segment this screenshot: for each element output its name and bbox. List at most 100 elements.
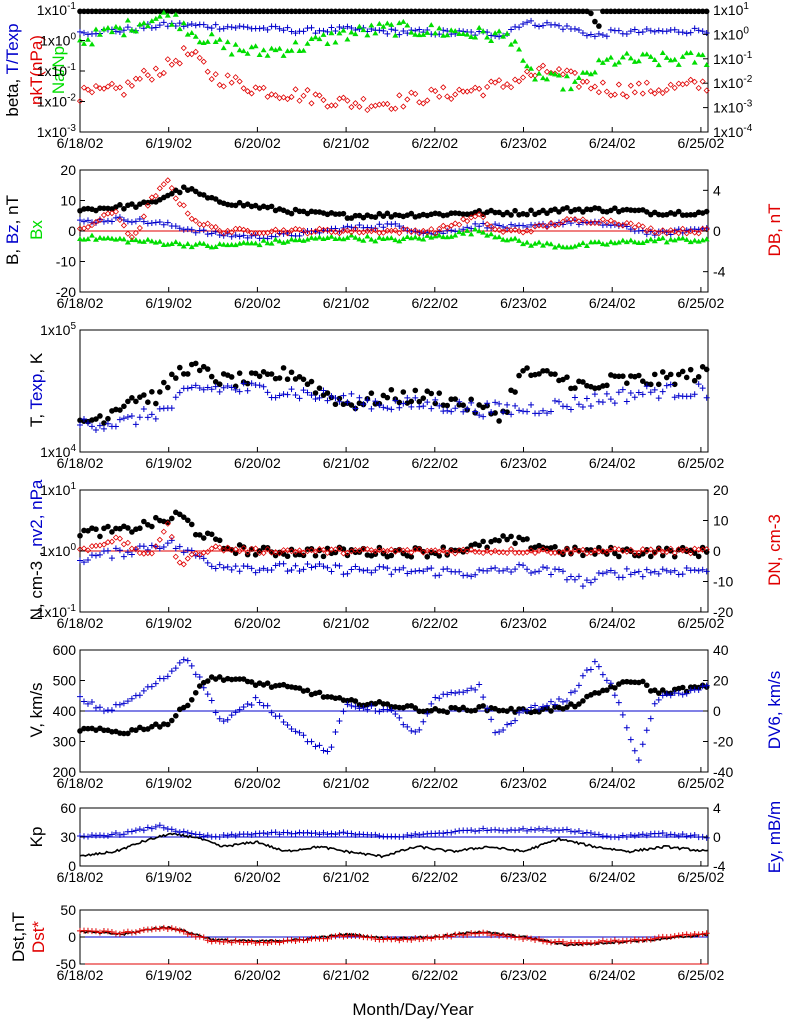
data-point (679, 368, 686, 375)
data-point (180, 8, 187, 15)
data-point (532, 826, 539, 833)
data-point (683, 546, 690, 553)
data-point (563, 697, 570, 704)
data-point (492, 410, 498, 416)
data-point (368, 8, 375, 15)
data-point (96, 31, 103, 37)
data-point (388, 406, 395, 413)
ytick-label-left: 0 (68, 223, 76, 239)
data-point (575, 27, 582, 34)
data-point (312, 830, 319, 837)
ytick-label-right: 1x10-1 (713, 50, 753, 67)
data-point (591, 33, 598, 40)
data-point (679, 931, 686, 938)
data-point (615, 699, 622, 706)
data-point (220, 8, 227, 15)
data-point (492, 79, 499, 86)
data-point (125, 8, 131, 15)
data-point (316, 831, 323, 838)
data-point (100, 26, 107, 32)
data-point (404, 96, 411, 103)
ytick-label-left: -10 (56, 254, 76, 270)
data-point (208, 31, 215, 37)
ytick-label-left: 50 (60, 902, 76, 918)
data-point (663, 229, 670, 236)
data-point (603, 390, 610, 397)
ytick-label-right: -4 (713, 264, 726, 280)
data-point (332, 831, 339, 838)
data-point (476, 548, 483, 556)
data-point (651, 56, 658, 62)
data-point (687, 687, 694, 694)
data-point (408, 29, 415, 35)
data-point (492, 547, 499, 554)
data-point (364, 32, 371, 38)
data-point (619, 91, 626, 98)
data-point (336, 230, 343, 237)
data-point (548, 371, 554, 377)
data-point (456, 86, 463, 93)
data-point (612, 205, 618, 211)
data-point (352, 8, 359, 15)
data-point (607, 92, 614, 99)
data-point (440, 547, 447, 554)
data-point (96, 704, 103, 711)
data-point (148, 219, 155, 226)
data-point (563, 826, 570, 833)
data-point (619, 711, 626, 718)
data-point (548, 408, 554, 415)
data-point (80, 218, 87, 225)
data-point (364, 233, 371, 239)
data-point (108, 29, 115, 35)
data-point (572, 8, 578, 15)
data-point (84, 217, 91, 224)
data-point (632, 8, 638, 15)
ylabel-right: DB, nT (765, 204, 784, 257)
data-point (599, 671, 606, 678)
data-point (591, 547, 598, 554)
data-point (596, 544, 602, 551)
data-point (376, 402, 383, 409)
data-point (112, 208, 119, 215)
data-point (124, 413, 131, 420)
data-point (611, 937, 618, 944)
data-point (612, 373, 618, 379)
data-point (567, 549, 575, 557)
data-point (232, 676, 239, 682)
data-point (136, 692, 143, 699)
data-point (571, 688, 578, 695)
data-point (196, 551, 203, 558)
data-point (651, 386, 658, 393)
data-point (544, 410, 551, 417)
data-point (424, 553, 431, 560)
data-point (188, 521, 195, 528)
data-point (408, 727, 415, 734)
data-point (184, 931, 191, 938)
data-point (571, 828, 578, 835)
data-point (172, 375, 179, 381)
data-point (703, 394, 710, 401)
data-point (284, 547, 291, 554)
data-point (424, 399, 431, 406)
data-point (492, 234, 499, 240)
data-point (587, 666, 594, 673)
data-point (252, 8, 259, 15)
xtick-label: 6/22/02 (411, 295, 458, 311)
data-point (416, 32, 423, 38)
data-point (484, 705, 491, 712)
ytick-label-right: 0 (713, 223, 721, 239)
data-point (180, 243, 187, 249)
data-point (687, 76, 694, 83)
xtick-label: 6/20/02 (234, 135, 281, 151)
data-point (248, 565, 255, 572)
data-point (627, 55, 634, 61)
data-point (308, 378, 315, 385)
data-point (703, 87, 710, 94)
xtick-label: 6/22/02 (411, 775, 458, 791)
data-point (571, 25, 578, 32)
data-point (432, 400, 439, 407)
data-point (240, 380, 247, 387)
data-point (296, 395, 303, 402)
data-point (188, 21, 195, 28)
data-point (216, 388, 223, 395)
